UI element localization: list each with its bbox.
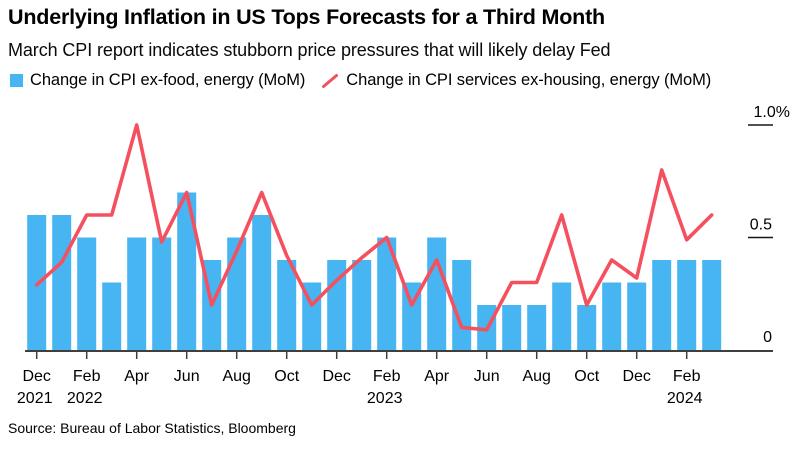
- x-tick-label: Dec: [22, 368, 50, 385]
- legend-label-core-cpi: Change in CPI ex-food, energy (MoM): [30, 71, 306, 89]
- cpi-bar-aug-2023: [527, 305, 547, 350]
- legend-item-core-cpi: Change in CPI ex-food, energy (MoM): [10, 71, 305, 90]
- cpi-bar-jun-2022: [177, 192, 197, 350]
- legend-label-supercore: Change in CPI services ex-housing, energ…: [346, 71, 712, 89]
- cpi-bar-nov-2023: [602, 282, 622, 350]
- x-tick-label: Aug: [222, 368, 250, 385]
- cpi-bar-aug-2022: [227, 237, 247, 350]
- legend: Change in CPI ex-food, energy (MoM) Chan…: [10, 71, 711, 90]
- y-tick-label-1.0: 1.0%: [754, 104, 790, 121]
- cpi-bar-feb-2023: [377, 237, 397, 350]
- x-tick-year-label: 2023: [367, 390, 403, 407]
- bar-series-swatch-icon: [10, 74, 23, 87]
- cpi-bar-dec-2023: [627, 282, 647, 350]
- x-tick-label: Aug: [522, 368, 550, 385]
- x-tick-label: Feb: [673, 368, 701, 385]
- cpi-bar-mar-2022: [102, 282, 122, 350]
- x-tick-label: Feb: [73, 368, 101, 385]
- x-tick-label: Jun: [474, 368, 500, 385]
- cpi-bar-apr-2022: [127, 237, 147, 350]
- x-tick-label: Apr: [124, 368, 150, 385]
- cpi-bar-jan-2022: [52, 215, 72, 350]
- chart-subtitle: March CPI report indicates stubborn pric…: [8, 40, 611, 60]
- cpi-bar-oct-2022: [277, 260, 297, 350]
- cpi-bar-jan-2024: [652, 260, 672, 350]
- cpi-bar-mar-2024: [702, 260, 722, 350]
- x-tick-label: Dec: [622, 368, 650, 385]
- x-tick-label: Oct: [274, 368, 299, 385]
- x-tick-label: Jun: [174, 368, 200, 385]
- chart-title: Underlying Inflation in US Tops Forecast…: [8, 5, 605, 29]
- cpi-bar-apr-2023: [427, 237, 447, 350]
- x-axis: Dec 2021 Feb 2022 Apr Jun Aug Oct Dec Feb 2023 Apr J…: [17, 350, 773, 407]
- x-tick-label: Apr: [424, 368, 450, 385]
- source-attribution: Source: Bureau of Labor Statistics, Bloo…: [8, 420, 296, 436]
- y-axis: 1.0% 0.5 0: [748, 104, 790, 346]
- x-tick-year-label: 2022: [67, 390, 103, 407]
- cpi-bar-feb-2024: [677, 260, 697, 350]
- x-tick-year-label: 2021: [17, 390, 53, 407]
- cpi-bar-feb-2022: [77, 237, 97, 350]
- cpi-bar-sep-2023: [552, 282, 572, 350]
- supercore-cpi-line: [34, 123, 714, 332]
- cpi-bar-sep-2022: [252, 215, 272, 350]
- cpi-bar-oct-2023: [577, 305, 597, 350]
- y-tick-label-0.5: 0.5: [750, 217, 772, 234]
- cpi-bar-jan-2023: [352, 260, 372, 350]
- cpi-bar-may-2022: [152, 237, 172, 350]
- line-series-slash-icon: [322, 73, 339, 88]
- x-tick-label: Feb: [373, 368, 401, 385]
- cpi-bar-jul-2023: [502, 305, 522, 350]
- x-tick-label: Dec: [322, 368, 350, 385]
- x-tick-year-label: 2024: [667, 390, 703, 407]
- x-tick-label: Oct: [574, 368, 599, 385]
- cpi-bars-series: [27, 192, 722, 350]
- y-tick-label-0: 0: [763, 329, 772, 346]
- legend-item-supercore: Change in CPI services ex-housing, energ…: [321, 71, 711, 90]
